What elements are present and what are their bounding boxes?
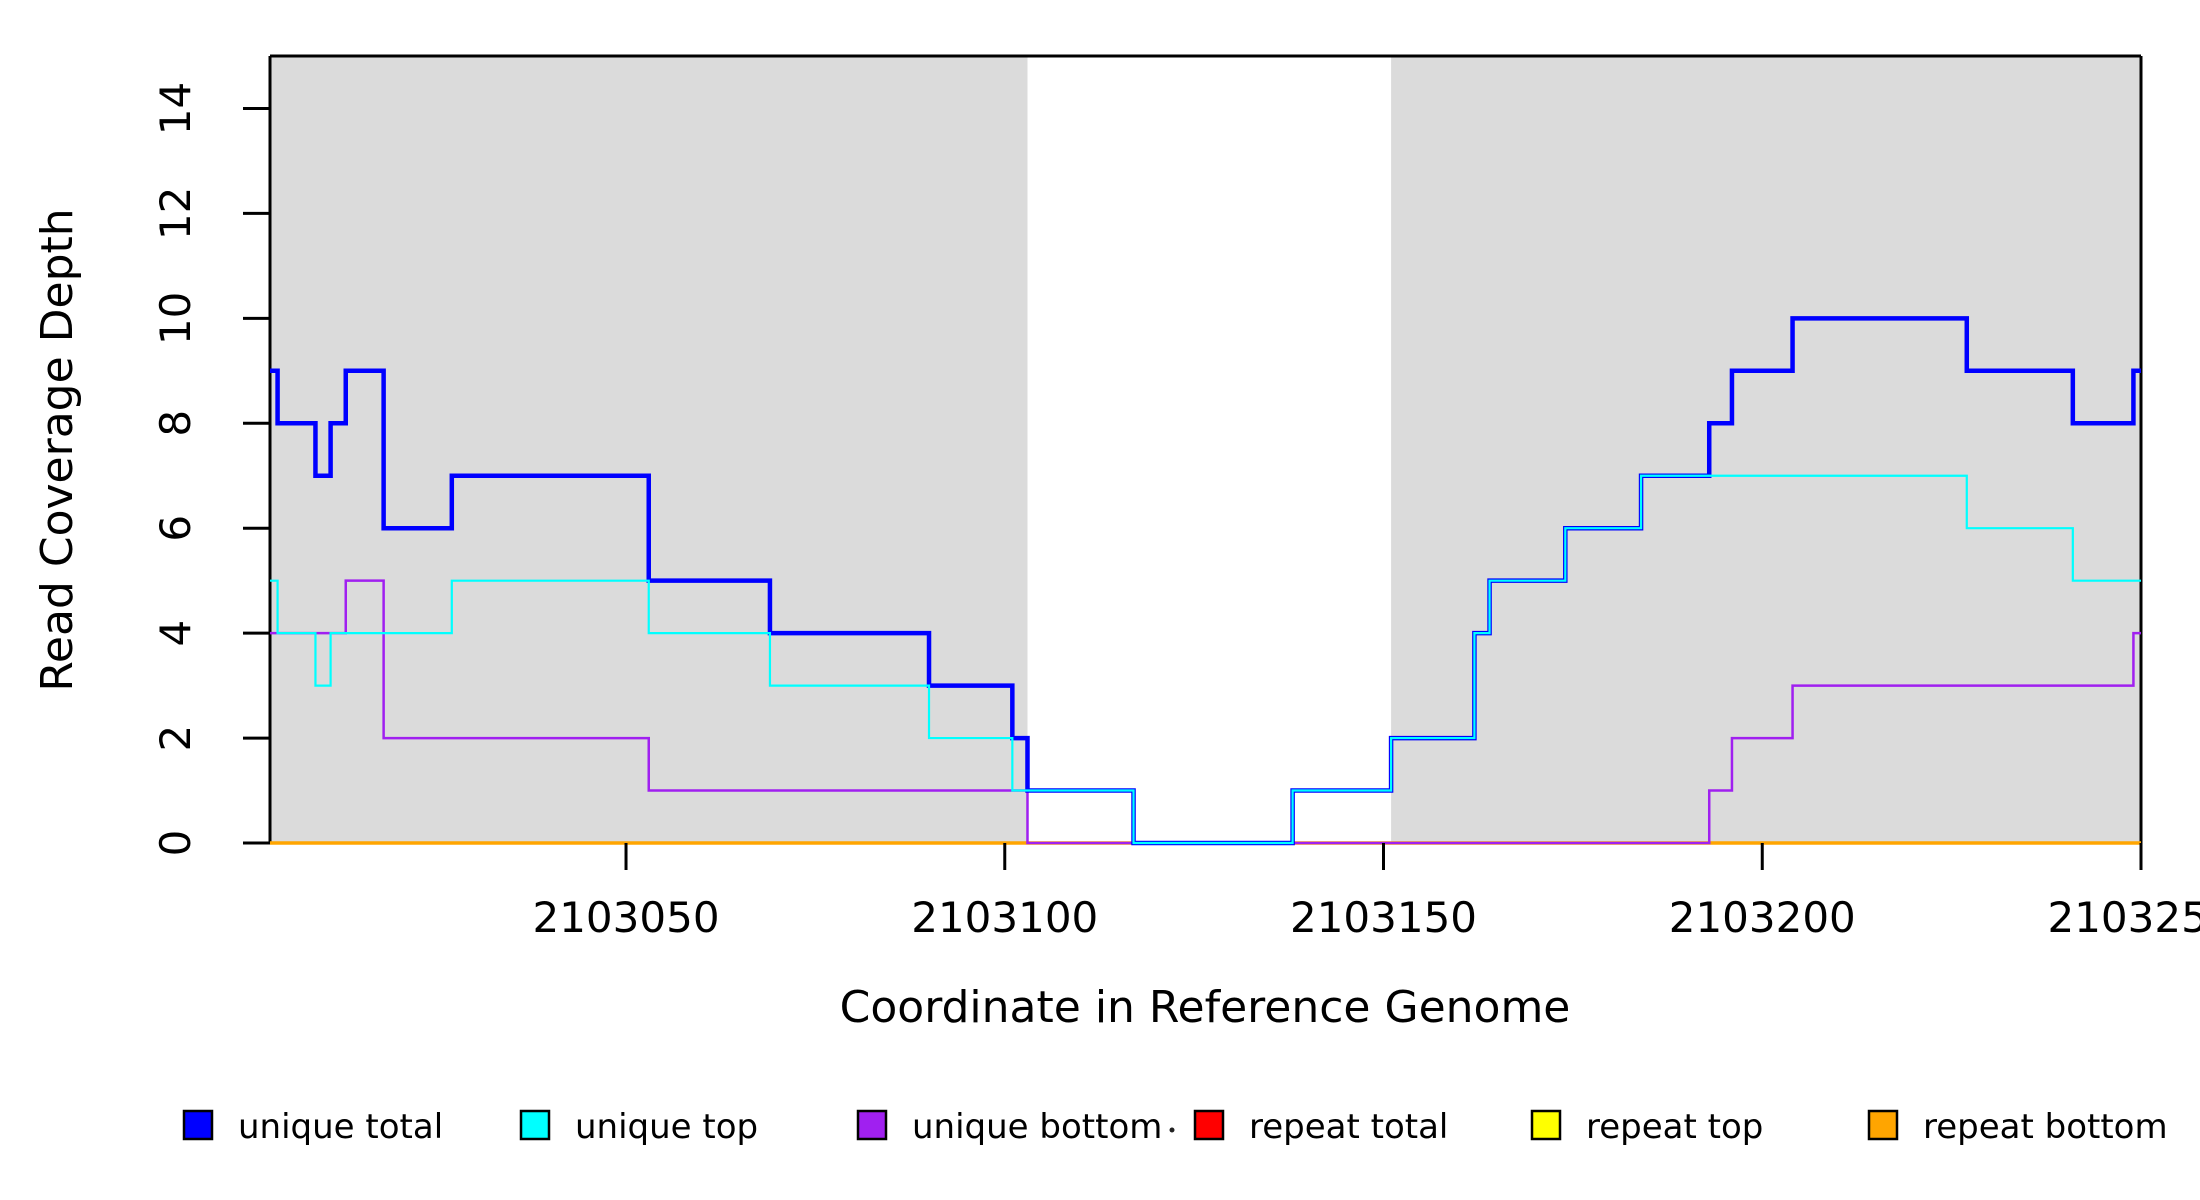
x-axis-title: Coordinate in Reference Genome <box>840 982 1571 1033</box>
legend-item-unique-total: unique total <box>182 1107 443 1147</box>
annotations <box>1169 1127 1175 1133</box>
legend-swatch <box>1530 1109 1562 1141</box>
legend-label: repeat top <box>1586 1107 1763 1147</box>
y-tick-label: 2 <box>151 725 200 752</box>
legend-swatch <box>182 1109 214 1141</box>
y-tick-label: 12 <box>151 187 200 240</box>
legend-swatch <box>1867 1109 1899 1141</box>
legend-item-repeat-bottom: repeat bottom <box>1867 1107 2168 1147</box>
legend-item-repeat-top: repeat top <box>1530 1107 1763 1147</box>
y-tick-label: 8 <box>151 410 200 437</box>
y-tick-label: 6 <box>151 515 200 542</box>
x-tick-label: 2103150 <box>1290 893 1477 942</box>
shaded-region <box>270 56 1028 843</box>
series-lines <box>270 316 2141 846</box>
legend-item-unique-top: unique top <box>519 1107 758 1147</box>
y-tick-label: 10 <box>151 292 200 345</box>
legend-label: unique top <box>575 1107 758 1147</box>
series-unique-bottom-line <box>270 579 2141 845</box>
legend-label: repeat bottom <box>1923 1107 2168 1147</box>
y-axis-title: Read Coverage Depth <box>32 208 83 691</box>
series-unique-top-line <box>270 474 2141 845</box>
legend-item-repeat-total: repeat total <box>1193 1107 1448 1147</box>
y-tick-label: 4 <box>151 620 200 647</box>
y-tick-label: 14 <box>151 82 200 135</box>
y-tick-label: 0 <box>151 830 200 857</box>
legend-label: repeat total <box>1249 1107 1448 1147</box>
shaded-region <box>1391 56 2141 843</box>
legend-label: unique bottom <box>912 1107 1162 1147</box>
legend-swatch <box>1193 1109 1225 1141</box>
legend-swatch <box>519 1109 551 1141</box>
x-tick-label: 2103200 <box>1669 893 1856 942</box>
legend-swatch <box>856 1109 888 1141</box>
shaded-regions <box>270 56 2141 843</box>
x-tick-label: 2103050 <box>532 893 719 942</box>
stray-dot <box>1169 1127 1175 1133</box>
legend-item-unique-bottom: unique bottom <box>856 1107 1162 1147</box>
legend-label: unique total <box>238 1107 443 1147</box>
x-tick-label: 2103100 <box>911 893 1098 942</box>
legend: unique total unique top unique bottom repea… <box>182 1107 2168 1147</box>
